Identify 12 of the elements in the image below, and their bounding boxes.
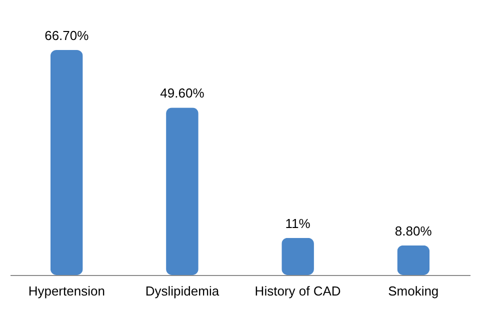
- bar: [50, 50, 83, 275]
- bar: [166, 108, 198, 275]
- x-tick-label: Hypertension: [28, 284, 105, 298]
- bar: [282, 238, 314, 275]
- bar: [397, 245, 430, 275]
- data-label: 8.80%: [394, 223, 432, 238]
- data-label: 66.70%: [44, 28, 90, 43]
- data-label: 11%: [285, 216, 311, 231]
- data-label: 49.60%: [160, 86, 205, 101]
- x-tick-label: Dyslipidemia: [145, 284, 220, 298]
- x-tick-label: Smoking: [388, 284, 439, 298]
- x-tick-label: History of CAD: [254, 284, 341, 298]
